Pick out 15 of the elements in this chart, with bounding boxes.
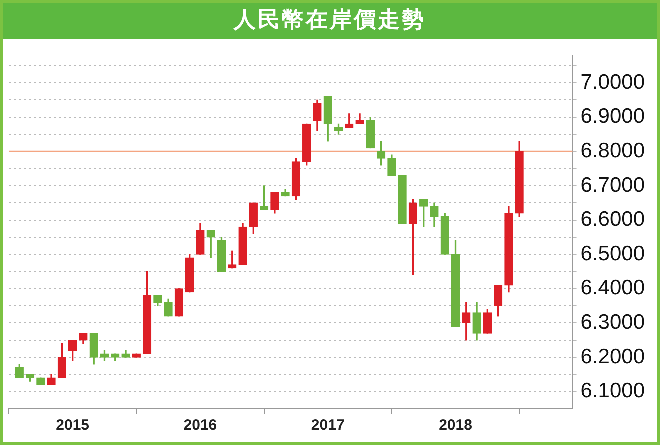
y-tick-label: 6.3000 <box>580 311 646 334</box>
x-tick-label: 2015 <box>56 417 90 434</box>
y-tick-label: 6.6000 <box>580 208 646 232</box>
y-tick-label: 6.5000 <box>580 242 646 266</box>
y-tick-label: 6.9000 <box>580 105 646 128</box>
y-tick-label: 6.4000 <box>580 276 646 300</box>
x-tick-label: 2017 <box>311 417 345 434</box>
chart-title: 人民幣在岸價走勢 <box>3 3 657 39</box>
y-tick-label: 7.0000 <box>580 70 646 94</box>
x-tick-label: 2018 <box>439 417 472 434</box>
x-tick-label: 2016 <box>184 417 218 434</box>
y-tick-label: 6.8000 <box>580 139 646 162</box>
y-tick-label: 6.7000 <box>580 174 646 197</box>
y-tick-label: 6.1000 <box>580 380 646 403</box>
y-tick-label: 6.2000 <box>580 345 646 368</box>
